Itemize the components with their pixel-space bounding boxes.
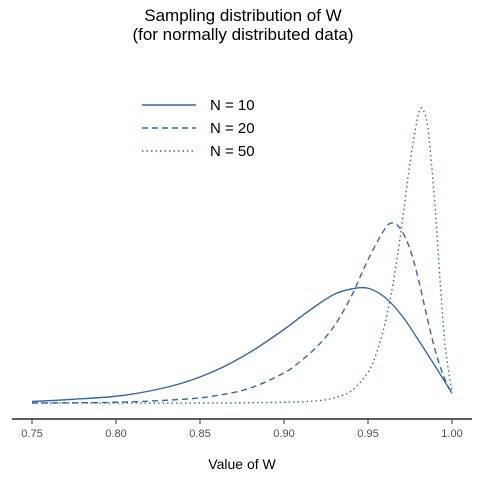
- legend-label-3: N = 50: [210, 143, 255, 160]
- x-tick-label: 0.90: [273, 428, 294, 440]
- chart-title-line-1: Sampling distribution of W: [144, 6, 341, 25]
- x-tick-label: 0.85: [189, 428, 210, 440]
- series-line-1: [31, 286, 453, 403]
- x-tick-label: 0.75: [21, 428, 42, 440]
- x-axis-ticks: 0.75 0.80 0.85 0.90 0.95 1.00: [21, 419, 463, 440]
- legend-label-2: N = 20: [210, 120, 255, 137]
- x-tick-label: 1.00: [441, 428, 462, 440]
- x-axis-title: Value of W: [208, 456, 276, 472]
- chart-title-line-2: (for normally distributed data): [132, 25, 353, 44]
- legend-label-1: N = 10: [210, 97, 255, 114]
- legend: N = 10 N = 20 N = 50: [142, 97, 255, 160]
- x-tick-label: 0.80: [105, 428, 126, 440]
- x-tick-label: 0.95: [357, 428, 378, 440]
- series-line-2: [31, 222, 453, 404]
- plot-lines: [31, 107, 453, 404]
- series-line-3: [31, 107, 453, 404]
